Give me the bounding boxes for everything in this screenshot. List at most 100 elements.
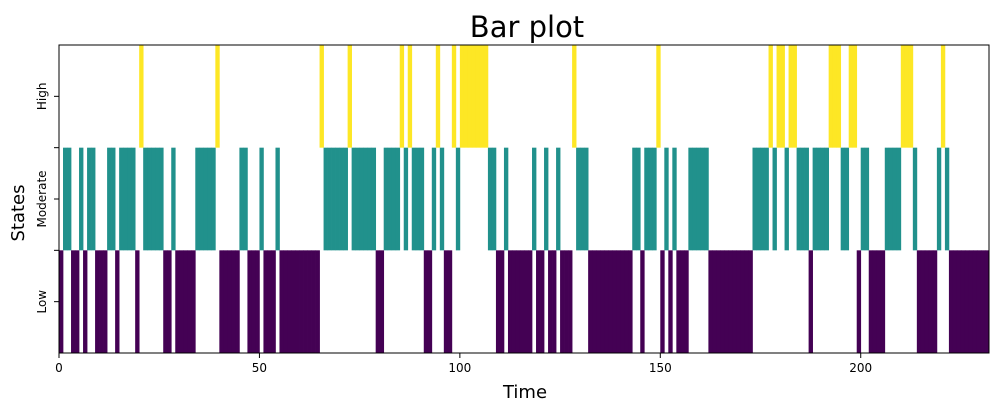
bar-moderate (580, 147, 585, 251)
bar-low (283, 250, 288, 353)
bar-low (956, 250, 962, 353)
bar-high (459, 45, 465, 148)
bar-low (720, 250, 725, 353)
bar-moderate (584, 147, 589, 251)
bar-high (479, 45, 485, 148)
x-tick-label: 100 (448, 361, 471, 375)
bar-moderate (419, 147, 425, 251)
bar-high (908, 45, 914, 148)
bar-moderate (91, 147, 96, 251)
bar-high (792, 45, 797, 148)
x-tick-label: 0 (55, 361, 63, 375)
bar-moderate (323, 147, 328, 251)
plot-frame (58, 44, 990, 354)
bar-low (499, 250, 505, 353)
bar-high (788, 45, 793, 148)
bar-low (876, 250, 882, 353)
bar-moderate (756, 147, 761, 251)
bar-low (540, 250, 545, 353)
bar-low (271, 250, 276, 353)
y-tick-label-low: Low (35, 290, 49, 314)
bar-low (668, 250, 673, 353)
bar-moderate (860, 147, 866, 251)
bar-moderate (159, 147, 164, 251)
bar-low (303, 250, 308, 353)
x-tick-label: 50 (252, 361, 267, 375)
bar-moderate (67, 147, 72, 251)
bar-moderate (804, 147, 809, 251)
x-tick-label: 150 (649, 361, 672, 375)
bar-high (940, 45, 946, 148)
bar-moderate (487, 147, 493, 251)
bar-moderate (664, 147, 669, 251)
chart-title: Bar plot (470, 10, 584, 44)
bar-high (836, 45, 842, 148)
bar-low (519, 250, 525, 353)
bar-low (103, 250, 108, 353)
bar-moderate (391, 147, 397, 251)
bar-high (435, 45, 441, 148)
bar-moderate (343, 147, 348, 251)
bar-low (604, 250, 609, 353)
bar-moderate (355, 147, 360, 251)
bar-moderate (155, 147, 160, 251)
bar-low (960, 250, 966, 353)
bar-low (524, 250, 529, 353)
bar-moderate (119, 147, 124, 251)
bar-moderate (243, 147, 248, 251)
bar-moderate (455, 147, 461, 251)
bar-low (179, 250, 184, 353)
x-ticks: 0 50 100 150 200 (55, 353, 872, 375)
bar-moderate (884, 147, 890, 251)
bar-high (780, 45, 785, 148)
bar-low (311, 250, 316, 353)
bar-high (483, 45, 489, 148)
bar-moderate (127, 147, 132, 251)
bar-high (848, 45, 854, 148)
bar-moderate (491, 147, 497, 251)
bar-low (231, 250, 236, 353)
bar-low (247, 250, 252, 353)
bar-moderate (363, 147, 369, 251)
bar-moderate (840, 147, 846, 251)
bar-low (596, 250, 601, 353)
bar-moderate (824, 147, 830, 251)
bar-low (227, 250, 232, 353)
bar-moderate (844, 147, 850, 251)
bar-moderate (131, 147, 136, 251)
bars-group (59, 45, 990, 353)
bar-low (616, 250, 621, 353)
bar-low (568, 250, 573, 353)
bar-low (680, 250, 685, 353)
bar-high (467, 45, 473, 148)
bar-low (620, 250, 625, 353)
y-tick-label-high: High (35, 83, 49, 111)
bar-low (948, 250, 954, 353)
bar-low (255, 250, 260, 353)
bar-high (471, 45, 477, 148)
bar-low (660, 250, 665, 353)
bar-low (307, 250, 312, 353)
bar-low (495, 250, 501, 353)
bar-moderate (688, 147, 693, 251)
bar-low (135, 250, 140, 353)
bar-high (347, 45, 352, 148)
bar-low (187, 250, 192, 353)
bar-moderate (796, 147, 801, 251)
bar-low (952, 250, 958, 353)
bar-moderate (431, 147, 437, 251)
bar-low (932, 250, 938, 353)
bar-low (640, 250, 645, 353)
bar-moderate (503, 147, 509, 251)
bar-low (736, 250, 741, 353)
bar-low (163, 250, 168, 353)
bar-moderate (199, 147, 204, 251)
bar-moderate (896, 147, 902, 251)
bar-low (167, 250, 172, 353)
bar-moderate (79, 147, 84, 251)
bar-moderate (648, 147, 653, 251)
bar-low (716, 250, 721, 353)
bar-low (964, 250, 970, 353)
bar-moderate (704, 147, 709, 251)
bar-moderate (892, 147, 898, 251)
